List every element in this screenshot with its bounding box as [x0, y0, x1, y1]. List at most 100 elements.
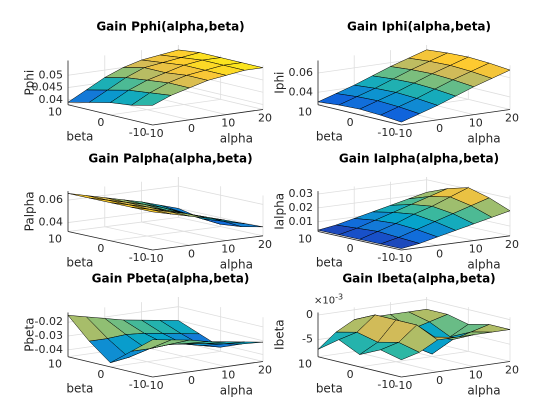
grid-line: [110, 226, 221, 242]
x-axis-label: alpha: [220, 383, 253, 397]
x-axis-label: alpha: [220, 257, 253, 271]
x-axis: [152, 235, 264, 251]
x-axis-label: alpha: [467, 383, 500, 397]
x-tick-label: 10: [221, 369, 235, 382]
x-tick-label: 0: [188, 374, 195, 387]
x-tick-label: -10: [394, 379, 412, 392]
grid-line: [67, 216, 179, 232]
y-axis: [67, 231, 153, 251]
x-tick-label: 10: [221, 117, 235, 130]
grid-line: [178, 185, 264, 205]
y-tick-label: 0: [97, 242, 104, 255]
y-tick-label: 10: [298, 106, 312, 119]
x-tick-label: 0: [188, 122, 195, 135]
x-axis-label: alpha: [467, 257, 500, 271]
chart-title: Gain Ialpha(alpha,beta): [339, 152, 499, 166]
x-tick-label: 20: [258, 238, 272, 251]
y-tick-label: 10: [48, 233, 62, 246]
y-axis: [317, 231, 402, 251]
y-tick-label: 0: [97, 116, 104, 129]
y-tick-label: -10: [129, 251, 147, 264]
exponent-base: ×10: [314, 296, 335, 307]
grid-line: [317, 299, 427, 316]
surface-patch: [131, 339, 172, 352]
x-tick-label: 10: [469, 117, 483, 130]
y-tick-label: 10: [298, 358, 312, 371]
z-axis-label: Palpha: [23, 191, 37, 231]
z-tick-label: 0.04: [289, 85, 314, 98]
grid-line: [317, 193, 427, 209]
y-axis: [67, 104, 153, 126]
z-axis-label: Iphi: [273, 72, 287, 94]
x-axis-label: alpha: [467, 131, 500, 145]
x-axis: [401, 109, 511, 126]
x-tick-label: -10: [394, 127, 412, 140]
grid-line: [178, 207, 264, 228]
x-tick-label: 20: [505, 363, 519, 376]
x-tick-label: 0: [188, 247, 195, 260]
surface-patch: [67, 315, 108, 342]
grid-line: [178, 83, 264, 105]
y-tick-label: 0: [347, 368, 354, 381]
z-tick-label: 0.05: [39, 68, 64, 81]
chart-title: Gain Pbeta(alpha,beta): [92, 272, 250, 286]
y-tick-label: 0: [347, 242, 354, 255]
chart-title: Gain Pphi(alpha,beta): [96, 20, 244, 34]
z-tick-label: -0.03: [35, 329, 63, 342]
y-axis: [317, 356, 402, 378]
y-tick-label: -10: [129, 126, 147, 139]
y-axis: [67, 356, 153, 378]
grid-line: [317, 179, 427, 195]
x-tick-label: -10: [394, 252, 412, 265]
x-tick-label: 10: [469, 369, 483, 382]
exponent-power: -3: [335, 292, 343, 301]
x-tick-label: 0: [436, 374, 443, 387]
x-axis: [401, 235, 511, 251]
z-tick-label: -0.04: [35, 343, 63, 356]
z-tick-label: 0.03: [289, 187, 314, 200]
y-axis: [317, 104, 402, 126]
grid-line: [110, 98, 221, 116]
z-tick-label: 0.02: [289, 201, 314, 214]
grid-line: [67, 185, 179, 201]
z-exponent: ×10-3: [314, 292, 343, 307]
z-tick-label: 0.06: [289, 66, 314, 79]
surface-patch: [131, 207, 172, 215]
z-tick-label: 0.06: [39, 193, 64, 206]
z-tick-label: 0.01: [289, 215, 314, 228]
x-tick-label: -10: [146, 252, 164, 265]
y-tick-label: -10: [129, 378, 147, 391]
y-axis-label: beta: [316, 129, 343, 143]
surface-patch: [380, 237, 420, 249]
x-tick-label: 20: [258, 363, 272, 376]
z-tick-label: 0.04: [39, 93, 64, 106]
grid-line: [110, 350, 221, 368]
y-tick-label: -10: [377, 126, 395, 139]
y-axis-label: beta: [66, 381, 93, 395]
y-axis-label: beta: [316, 381, 343, 395]
grid-line: [426, 299, 511, 321]
x-axis: [152, 109, 264, 126]
chart-title: Gain Ibeta(alpha,beta): [342, 272, 495, 286]
x-axis: [401, 361, 511, 378]
z-tick-label: 0: [306, 308, 313, 321]
y-tick-label: 0: [97, 368, 104, 381]
y-tick-label: 10: [48, 358, 62, 371]
x-tick-label: 20: [505, 111, 519, 124]
x-tick-label: 10: [469, 243, 483, 256]
grid-line: [359, 350, 469, 368]
surface-patch: [380, 106, 420, 123]
grid-line: [178, 306, 264, 328]
x-tick-label: 0: [436, 247, 443, 260]
surface-patch: [398, 324, 438, 353]
grid-line: [178, 320, 264, 342]
y-tick-label: -10: [377, 378, 395, 391]
z-tick-label: 0.045: [32, 81, 64, 94]
x-axis: [152, 361, 264, 378]
y-tick-label: 0: [347, 116, 354, 129]
x-tick-label: 20: [258, 111, 272, 124]
z-tick-label: -0.02: [35, 315, 63, 328]
chart-title: Gain Iphi(alpha,beta): [347, 20, 491, 34]
x-tick-label: -10: [146, 127, 164, 140]
